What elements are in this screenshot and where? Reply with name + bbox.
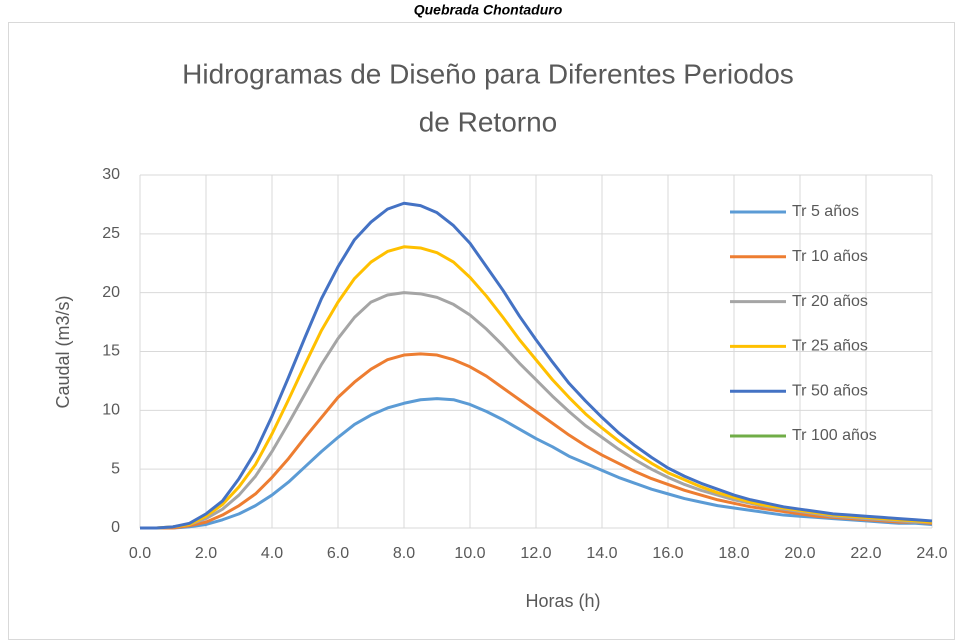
x-tick-label: 4.0 [261, 545, 283, 562]
legend-label: Tr 20 años [792, 293, 868, 310]
legend-label: Tr 25 años [792, 338, 868, 355]
x-tick-label: 0.0 [129, 545, 151, 562]
y-tick-label: 20 [102, 284, 120, 301]
y-tick-label: 0 [111, 519, 120, 536]
x-tick-label: 8.0 [393, 545, 415, 562]
x-tick-label: 18.0 [718, 545, 749, 562]
line-series [140, 201, 933, 530]
y-axis-label: Caudal (m3/s) [53, 295, 73, 408]
chart-frame [8, 22, 955, 640]
x-tick-label: 10.0 [454, 545, 485, 562]
x-tick-label: 12.0 [520, 545, 551, 562]
caption: Quebrada Chontaduro [414, 2, 563, 18]
y-tick-label: 5 [111, 460, 120, 477]
x-axis-label: Horas (h) [525, 591, 600, 611]
x-tick-label: 20.0 [784, 545, 815, 562]
x-tick-label: 2.0 [195, 545, 217, 562]
y-tick-label: 25 [102, 225, 120, 242]
y-tick-label: 30 [102, 166, 120, 183]
chart-title: Hidrogramas de Diseño para Diferentes Pe… [182, 58, 794, 89]
x-tick-label: 14.0 [586, 545, 617, 562]
line-series [140, 352, 933, 530]
x-tick-label: 22.0 [850, 545, 881, 562]
line-series [140, 397, 933, 530]
legend-label: Tr 5 años [792, 203, 859, 220]
x-tick-label: 6.0 [327, 545, 349, 562]
legend-label: Tr 100 años [792, 427, 877, 444]
x-tick-label: 24.0 [916, 545, 947, 562]
legend-label: Tr 50 años [792, 382, 868, 399]
y-tick-label: 15 [102, 343, 120, 360]
chart-title: de Retorno [419, 106, 558, 137]
legend-label: Tr 10 años [792, 248, 868, 265]
y-tick-label: 10 [102, 402, 120, 419]
x-tick-label: 16.0 [652, 545, 683, 562]
